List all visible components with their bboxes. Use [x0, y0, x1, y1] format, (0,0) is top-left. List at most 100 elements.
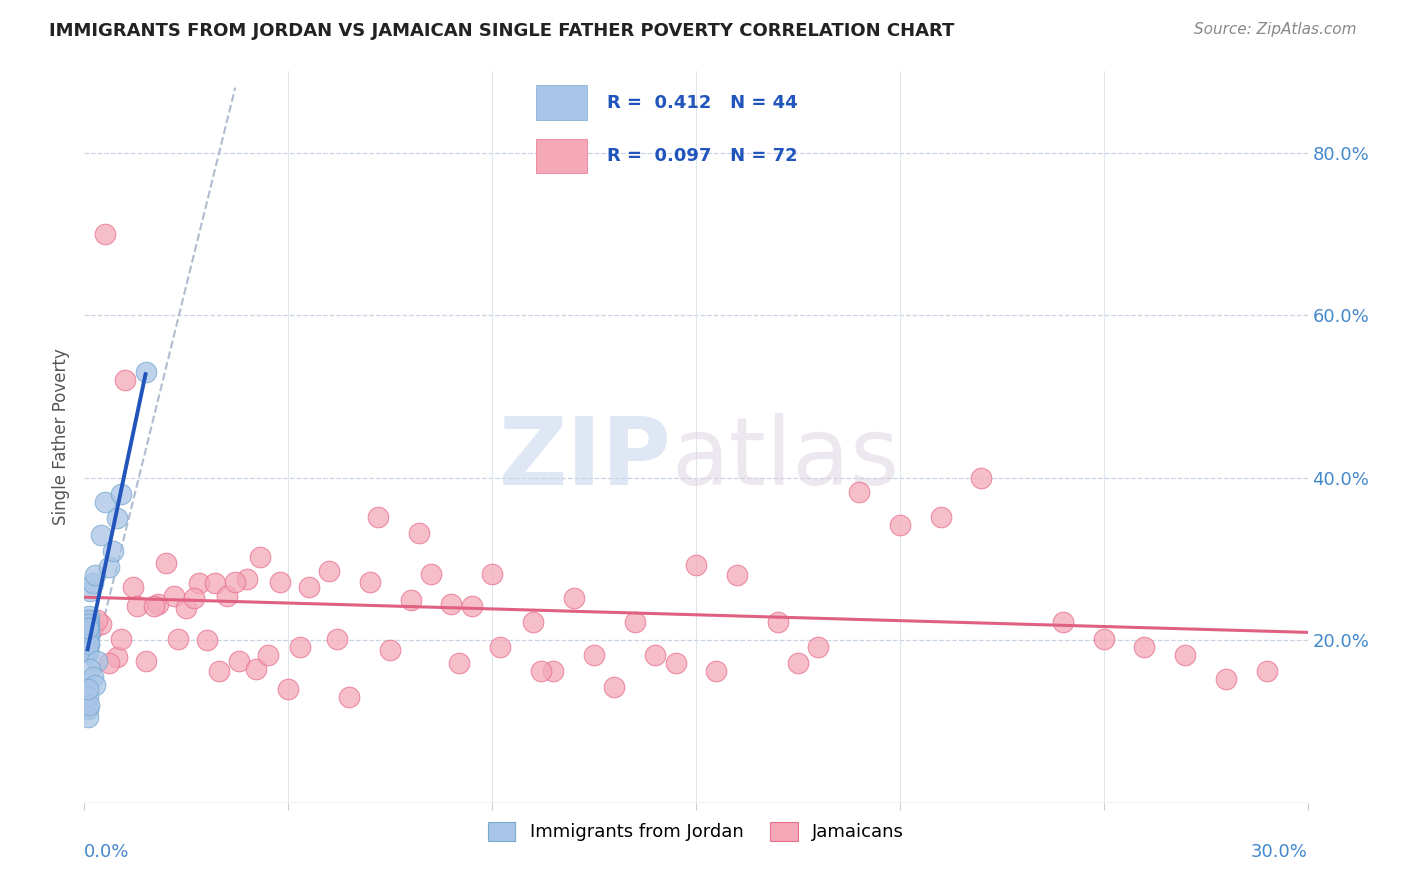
Point	[195, 633, 218, 648]
Point	[1174, 648, 1197, 662]
Point	[359, 574, 381, 589]
Point	[77, 645, 100, 659]
Point	[277, 681, 299, 696]
Point	[86, 654, 108, 668]
Point	[76, 690, 98, 705]
Point	[1256, 664, 1278, 678]
Point	[970, 471, 993, 485]
Point	[90, 617, 112, 632]
Point	[163, 589, 186, 603]
Text: R =  0.097   N = 72: R = 0.097 N = 72	[607, 147, 797, 165]
Y-axis label: Single Father Poverty: Single Father Poverty	[52, 349, 70, 525]
Point	[76, 681, 98, 696]
Point	[481, 566, 503, 581]
Point	[204, 576, 226, 591]
Point	[440, 597, 463, 611]
Point	[76, 613, 98, 627]
Point	[174, 600, 197, 615]
Point	[77, 621, 100, 635]
Point	[82, 621, 104, 635]
Point	[183, 591, 205, 605]
Point	[236, 572, 259, 586]
Point	[807, 640, 830, 654]
Point	[326, 632, 349, 646]
Point	[420, 566, 443, 581]
Point	[93, 495, 115, 509]
Point	[367, 509, 389, 524]
Point	[399, 592, 422, 607]
Point	[77, 617, 100, 632]
Point	[77, 625, 100, 640]
Point	[530, 664, 553, 678]
Point	[77, 621, 100, 635]
Point	[83, 568, 105, 582]
Point	[848, 485, 870, 500]
Point	[146, 597, 169, 611]
Point	[644, 648, 666, 662]
Point	[318, 564, 340, 578]
Point	[86, 613, 108, 627]
Point	[79, 662, 101, 676]
Point	[461, 599, 484, 614]
Point	[82, 576, 104, 591]
Point	[685, 558, 707, 573]
Point	[766, 615, 789, 630]
Text: Source: ZipAtlas.com: Source: ZipAtlas.com	[1194, 22, 1357, 37]
Text: 0.0%: 0.0%	[84, 843, 129, 861]
Point	[1215, 673, 1237, 687]
Point	[77, 617, 100, 632]
Point	[408, 526, 430, 541]
Point	[76, 629, 98, 643]
Point	[245, 662, 267, 676]
Point	[76, 633, 98, 648]
Point	[77, 637, 100, 651]
Point	[224, 574, 246, 589]
Point	[127, 599, 149, 614]
Point	[269, 574, 291, 589]
Point	[489, 640, 512, 654]
Point	[257, 648, 280, 662]
Point	[249, 550, 271, 565]
Point	[76, 645, 98, 659]
Point	[725, 568, 748, 582]
Point	[83, 678, 105, 692]
Point	[93, 227, 115, 241]
FancyBboxPatch shape	[536, 86, 588, 120]
Text: R =  0.412   N = 44: R = 0.412 N = 44	[607, 94, 797, 112]
Point	[155, 556, 177, 570]
Text: IMMIGRANTS FROM JORDAN VS JAMAICAN SINGLE FATHER POVERTY CORRELATION CHART: IMMIGRANTS FROM JORDAN VS JAMAICAN SINGL…	[49, 22, 955, 40]
Text: 30.0%: 30.0%	[1251, 843, 1308, 861]
Point	[77, 608, 100, 623]
Point	[114, 373, 136, 387]
Legend: Immigrants from Jordan, Jamaicans: Immigrants from Jordan, Jamaicans	[481, 814, 911, 848]
Point	[82, 670, 104, 684]
Point	[76, 625, 98, 640]
Point	[562, 591, 585, 605]
Point	[228, 654, 250, 668]
Point	[77, 629, 100, 643]
Point	[90, 527, 112, 541]
Point	[665, 656, 688, 670]
Point	[522, 615, 544, 630]
Point	[76, 637, 98, 651]
Point	[110, 487, 132, 501]
Point	[603, 681, 626, 695]
Point	[543, 664, 565, 678]
Point	[135, 365, 157, 379]
Point	[1133, 640, 1156, 654]
Point	[135, 654, 157, 668]
Point	[624, 615, 647, 630]
Point	[583, 648, 606, 662]
Point	[889, 517, 911, 532]
Point	[76, 621, 98, 635]
Point	[449, 656, 471, 670]
Point	[101, 544, 124, 558]
Text: atlas: atlas	[672, 413, 900, 505]
Point	[77, 641, 100, 656]
Point	[167, 632, 190, 646]
Point	[380, 643, 402, 657]
Point	[76, 613, 98, 627]
Point	[929, 509, 952, 524]
Point	[187, 576, 209, 591]
Point	[77, 633, 100, 648]
